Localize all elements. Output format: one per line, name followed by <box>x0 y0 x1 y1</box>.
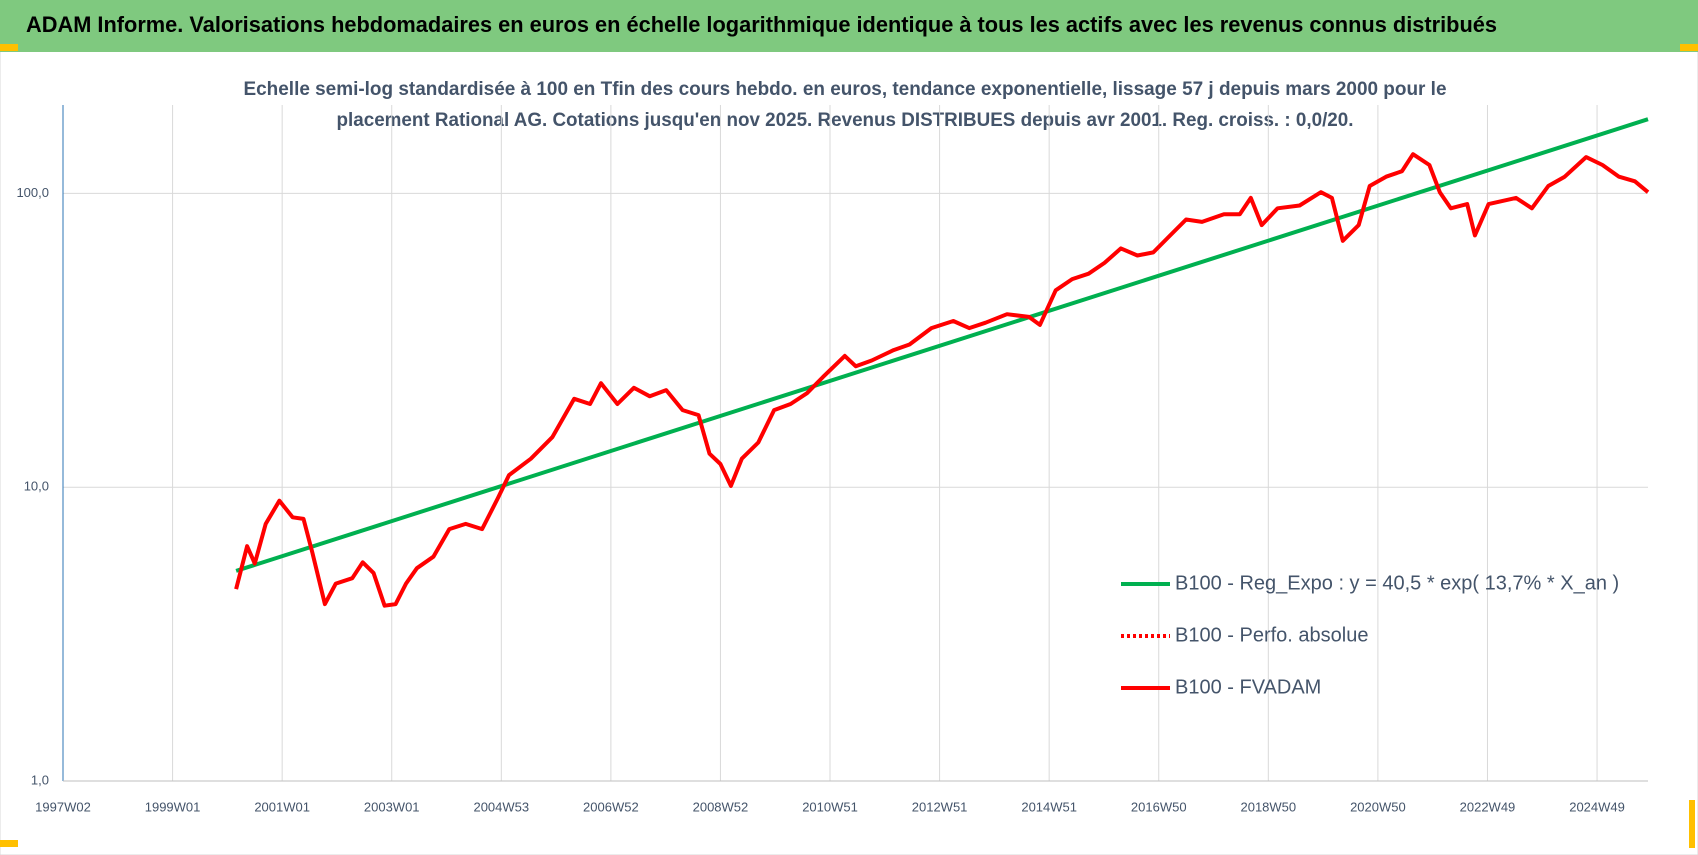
y-tick-label: 10,0 <box>24 479 49 494</box>
x-tick-label: 2012W51 <box>912 799 968 814</box>
corner-mark <box>1680 44 1698 51</box>
x-tick-label: 2001W01 <box>254 799 310 814</box>
corner-mark <box>1689 800 1695 848</box>
corner-mark <box>0 44 18 51</box>
page-title: ADAM Informe. Valorisations hebdomadaire… <box>26 12 1497 37</box>
x-tick-label: 2014W51 <box>1021 799 1077 814</box>
y-tick-label: 100,0 <box>16 185 49 200</box>
x-tick-label: 2008W52 <box>693 799 749 814</box>
corner-mark <box>0 840 18 847</box>
series-line <box>235 117 1649 573</box>
x-tick-label: 1999W01 <box>145 799 201 814</box>
series-line <box>234 152 1650 608</box>
legend-label: B100 - Perfo. absolue <box>1175 624 1368 646</box>
chart-subtitle: Echelle semi-log standardisée à 100 en T… <box>244 79 1447 100</box>
header-bar <box>0 0 1698 52</box>
x-tick-label: 2010W51 <box>802 799 858 814</box>
x-tick-label: 2024W49 <box>1569 799 1625 814</box>
x-tick-label: 1997W02 <box>35 799 91 814</box>
legend-label: B100 - Reg_Expo : y = 40,5 * exp( 13,7% … <box>1175 572 1619 594</box>
y-tick-label: 1,0 <box>31 772 49 787</box>
x-tick-label: 2003W01 <box>364 799 420 814</box>
x-tick-label: 2016W50 <box>1131 799 1187 814</box>
x-tick-label: 2020W50 <box>1350 799 1406 814</box>
x-tick-label: 2022W49 <box>1460 799 1516 814</box>
x-tick-label: 2018W50 <box>1240 799 1296 814</box>
chart-subtitle: placement Rational AG. Cotations jusqu'e… <box>337 110 1354 131</box>
x-tick-label: 2006W52 <box>583 799 639 814</box>
x-tick-label: 2004W53 <box>473 799 529 814</box>
legend-label: B100 - FVADAM <box>1175 676 1321 698</box>
